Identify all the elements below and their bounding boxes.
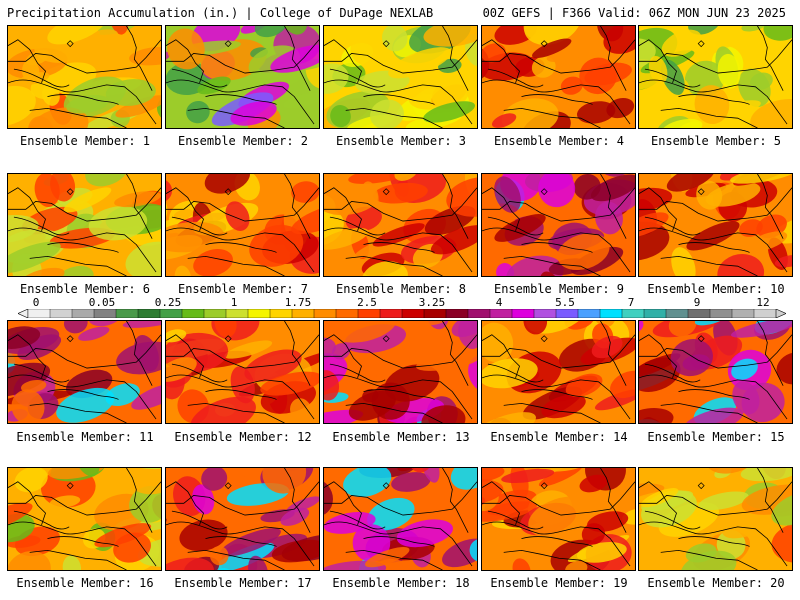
color-scale-swatch [643,309,667,318]
color-scale-swatch [27,309,51,318]
color-scale-tick-label: 0 [32,296,40,309]
color-scale-tick-label: 1.75 [284,296,312,309]
color-scale-tick-label: 4 [495,296,503,309]
ensemble-map-panel [481,467,636,571]
color-scale-swatch [71,309,95,318]
color-scale-swatch [423,309,447,318]
ensemble-member-label: Ensemble Member: 1 [19,134,151,148]
ensemble-member-label: Ensemble Member: 16 [16,576,154,590]
color-scale-tick-label: 5.5 [555,296,575,309]
color-scale-swatch [555,309,579,318]
color-scale-swatch [379,309,403,318]
ensemble-map-panel [165,467,320,571]
ensemble-member-label: Ensemble Member: 19 [490,576,628,590]
ensemble-map-panel [7,467,162,571]
color-scale-swatch [357,309,381,318]
ensemble-member-label: Ensemble Member: 2 [177,134,309,148]
color-scale-swatch [335,309,359,318]
ensemble-member-label: Ensemble Member: 5 [650,134,782,148]
color-scale-swatch [687,309,711,318]
color-scale-tick-label: 3.25 [418,296,446,309]
ensemble-member-label: Ensemble Member: 11 [16,430,154,444]
ensemble-member-label: Ensemble Member: 14 [490,430,628,444]
color-scale-swatch [401,309,425,318]
color-scale-swatch [621,309,645,318]
color-scale-swatch [599,309,623,318]
ensemble-map-panel [323,173,478,277]
color-scale-swatch [137,309,161,318]
color-scale-tick-label: 0.05 [88,296,116,309]
color-scale-swatch [49,309,73,318]
color-scale-swatch [181,309,205,318]
ensemble-map-panel [323,25,478,129]
color-scale-swatch [247,309,271,318]
color-scale-swatch [709,309,733,318]
ensemble-member-label: Ensemble Member: 15 [647,430,785,444]
color-scale-swatch [269,309,293,318]
color-scale-tick-label: 0.25 [154,296,182,309]
color-scale-swatch [533,309,557,318]
ensemble-member-label: Ensemble Member: 12 [174,430,312,444]
color-scale-tick-label: 7 [627,296,635,309]
color-scale-tick-label: 9 [693,296,701,309]
color-scale-tick-label: 12 [756,296,770,309]
ensemble-member-label: Ensemble Member: 6 [19,282,151,296]
ensemble-map-panel [165,320,320,424]
ensemble-member-label: Ensemble Member: 9 [493,282,625,296]
color-scale-swatch [115,309,139,318]
ensemble-map-panel [165,25,320,129]
color-scale-swatch [291,309,315,318]
ensemble-member-label: Ensemble Member: 7 [177,282,309,296]
color-scale-swatch [203,309,227,318]
ensemble-member-label: Ensemble Member: 3 [335,134,467,148]
ensemble-member-label: Ensemble Member: 13 [332,430,470,444]
color-scale-swatch [753,309,777,318]
color-scale-swatch [225,309,249,318]
model-run-label: 00Z GEFS | F366 Valid: 06Z MON JUN 23 20… [482,6,786,20]
color-scale-swatch [489,309,513,318]
ensemble-map-panel [638,320,793,424]
color-scale-swatch [93,309,117,318]
color-scale-swatch [313,309,337,318]
ensemble-map-panel [323,320,478,424]
color-scale-swatch [665,309,689,318]
ensemble-member-label: Ensemble Member: 18 [332,576,470,590]
ensemble-map-panel [481,320,636,424]
ensemble-member-label: Ensemble Member: 17 [174,576,312,590]
ensemble-map-panel [638,25,793,129]
color-scale-swatch [511,309,535,318]
ensemble-map-panel [638,173,793,277]
ensemble-member-label: Ensemble Member: 10 [647,282,785,296]
ensemble-map-panel [323,467,478,571]
ensemble-map-panel [165,173,320,277]
color-scale-swatch [159,309,183,318]
color-scale-swatch [731,309,755,318]
ensemble-map-panel [638,467,793,571]
chart-title: Precipitation Accumulation (in.) | Colle… [7,6,434,20]
color-scale-bar [18,309,786,318]
ensemble-map-panel [7,173,162,277]
ensemble-map-panel [481,173,636,277]
ensemble-map-panel [7,320,162,424]
ensemble-map-panel [7,25,162,129]
color-scale-swatch [577,309,601,318]
color-scale-tick-label: 2.5 [357,296,377,309]
ensemble-map-panel [481,25,636,129]
color-scale-swatch [445,309,469,318]
ensemble-member-label: Ensemble Member: 4 [493,134,625,148]
ensemble-member-label: Ensemble Member: 20 [647,576,785,590]
color-scale-tick-label: 1 [230,296,238,309]
ensemble-member-label: Ensemble Member: 8 [335,282,467,296]
color-scale-swatch [467,309,491,318]
